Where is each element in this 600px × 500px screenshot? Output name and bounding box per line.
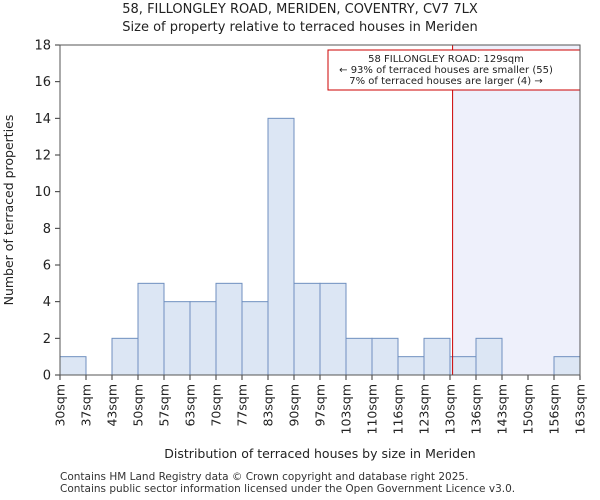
bar-43sqm <box>111 337 139 376</box>
x-tick-label: 110sqm <box>365 384 380 434</box>
annotation-line-2: ← 93% of terraced houses are smaller (55… <box>339 65 553 76</box>
larger-region-highlight <box>452 45 580 375</box>
footer-copyright: Contains HM Land Registry data © Crown c… <box>60 471 469 483</box>
chart-title: 58, FILLONGLEY ROAD, MERIDEN, COVENTRY, … <box>122 2 478 17</box>
x-tick-label: 103sqm <box>339 384 354 434</box>
footer-licence: Contains public sector information licen… <box>60 483 516 495</box>
x-tick-label: 136sqm <box>469 384 484 434</box>
y-tick-label: 4 <box>43 295 51 310</box>
annotation-border <box>327 49 581 91</box>
x-tick-label: 83sqm <box>261 384 276 427</box>
bar-123sqm <box>423 337 451 376</box>
bar-116sqm <box>397 356 425 376</box>
x-tick-label: 50sqm <box>131 384 146 427</box>
x-tick-label: 63sqm <box>183 384 198 427</box>
x-tick-label: 77sqm <box>235 384 250 427</box>
y-tick-label: 18 <box>34 39 51 54</box>
bar-83sqm <box>267 117 295 376</box>
x-axis-label: Distribution of terraced houses by size … <box>164 446 475 461</box>
annotation-line-3: 7% of terraced houses are larger (4) → <box>349 76 543 87</box>
bar-50sqm <box>137 282 165 376</box>
x-axis: 30sqm 37sqm 43sqm 50sqm 57sqm 63sqm 70sqm 77sqm… <box>53 375 588 434</box>
plot-frame <box>59 44 581 376</box>
x-tick-label: 37sqm <box>79 384 94 427</box>
bar-130sqm <box>449 356 477 376</box>
x-tick-label: 97sqm <box>313 384 328 427</box>
y-tick-label: 0 <box>43 369 51 384</box>
x-tick-label: 70sqm <box>209 384 224 427</box>
bars-group <box>59 117 581 376</box>
x-tick-label: 130sqm <box>443 384 458 434</box>
chart-subtitle: Size of property relative to terraced ho… <box>122 20 478 35</box>
annotation-box: 58 FILLONGLEY ROAD: 129sqm ← 93% of terr… <box>327 49 581 91</box>
bar-97sqm <box>319 282 347 376</box>
y-tick-label: 8 <box>43 222 51 237</box>
x-tick-label: 116sqm <box>391 384 406 434</box>
x-tick-label: 163sqm <box>573 384 588 434</box>
x-tick-label: 156sqm <box>547 384 562 434</box>
bar-90sqm <box>293 282 321 376</box>
x-tick-label: 90sqm <box>287 384 302 427</box>
bar-30sqm <box>59 356 87 376</box>
x-tick-label: 57sqm <box>157 384 172 427</box>
bar-63sqm <box>189 301 217 376</box>
bar-77sqm <box>241 301 269 376</box>
bar-136sqm <box>475 337 503 376</box>
y-tick-label: 16 <box>34 75 51 90</box>
annotation-line-1: 58 FILLONGLEY ROAD: 129sqm <box>368 54 524 65</box>
bar-70sqm <box>215 282 243 376</box>
bar-110sqm <box>371 337 399 376</box>
y-axis: 0 2 4 6 8 10 12 14 16 18 <box>34 39 60 384</box>
y-tick-label: 6 <box>43 259 51 274</box>
y-tick-label: 2 <box>43 332 51 347</box>
y-tick-label: 10 <box>34 185 51 200</box>
y-tick-label: 12 <box>34 149 51 164</box>
x-tick-label: 30sqm <box>53 384 68 427</box>
bar-156sqm <box>553 356 581 376</box>
bar-103sqm <box>345 337 373 376</box>
bar-57sqm <box>163 301 191 376</box>
x-tick-label: 150sqm <box>521 384 536 434</box>
x-tick-label: 123sqm <box>417 384 432 434</box>
y-axis-label: Number of terraced properties <box>1 115 16 306</box>
x-tick-label: 143sqm <box>495 384 510 434</box>
y-tick-label: 14 <box>34 112 51 127</box>
x-tick-label: 43sqm <box>105 384 120 427</box>
